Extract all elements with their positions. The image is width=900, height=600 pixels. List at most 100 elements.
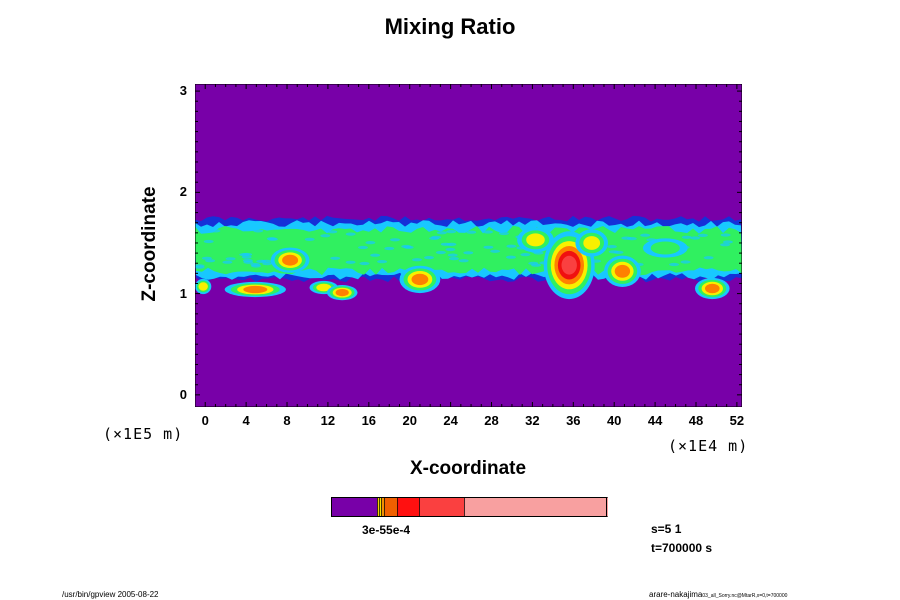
x-tick-label: 40 bbox=[606, 413, 622, 428]
layer-speck bbox=[697, 233, 708, 237]
chart-title: Mixing Ratio bbox=[384, 14, 516, 39]
convective-cell-0 bbox=[282, 254, 299, 266]
layer-speck bbox=[222, 260, 233, 264]
layer-speck bbox=[680, 260, 691, 264]
convective-cell-6 bbox=[526, 233, 545, 247]
layer-speck bbox=[447, 253, 458, 257]
layer-speck bbox=[239, 253, 250, 257]
layer-speck bbox=[621, 236, 632, 240]
convective-cell-9 bbox=[614, 264, 631, 278]
layer-speck bbox=[506, 255, 516, 259]
x-tick-label: 0 bbox=[201, 413, 209, 428]
layer-speck bbox=[483, 245, 494, 249]
x-axis-label: X-coordinate bbox=[409, 458, 527, 479]
layer-speck bbox=[429, 236, 440, 240]
layer-speck bbox=[253, 229, 264, 233]
y-tick-label: 3 bbox=[179, 83, 187, 99]
layer-speck bbox=[720, 243, 731, 247]
convective-cell-2 bbox=[316, 283, 332, 292]
footer-right-name: arare-nakajima bbox=[649, 590, 703, 599]
layer-speck bbox=[401, 244, 412, 249]
layer-speck bbox=[266, 237, 277, 241]
layer-speck bbox=[358, 245, 368, 250]
x-tick-label: 28 bbox=[484, 413, 499, 428]
x-tick-label: 48 bbox=[688, 413, 704, 428]
colorbar-cell bbox=[464, 497, 608, 517]
y-axis-label: Z-coordinate bbox=[139, 186, 160, 302]
x-tick-label: 16 bbox=[361, 413, 377, 428]
layer-speck bbox=[327, 230, 338, 234]
layer-speck bbox=[210, 229, 221, 233]
y-unit-label: (×1E5 m) bbox=[103, 425, 184, 443]
x-tick-label: 32 bbox=[525, 413, 540, 428]
layer-speck bbox=[446, 230, 457, 234]
x-tick-label: 24 bbox=[443, 413, 458, 428]
layer-speck bbox=[613, 250, 624, 254]
layer-speck bbox=[690, 236, 701, 240]
convective-cell-5 bbox=[411, 273, 429, 286]
layer-speck bbox=[490, 249, 501, 253]
layer-speck bbox=[640, 233, 651, 237]
convective-cell-10 bbox=[705, 283, 720, 294]
layer-speck bbox=[506, 244, 517, 248]
convective-cell-3 bbox=[335, 289, 349, 297]
convective-cell-1 bbox=[243, 285, 268, 294]
layer-speck bbox=[377, 260, 388, 264]
info-t: t=700000 s bbox=[651, 541, 713, 555]
colorbar-cell bbox=[331, 497, 378, 517]
layer-speck bbox=[384, 246, 395, 251]
layer-speck bbox=[345, 260, 356, 264]
convective-cell-7 bbox=[561, 255, 577, 275]
convective-cell-4 bbox=[198, 282, 208, 291]
layer-speck bbox=[703, 256, 714, 260]
layer-speck bbox=[304, 237, 315, 241]
convective-cell-11 bbox=[650, 241, 680, 255]
layer-speck bbox=[446, 242, 457, 246]
layer-speck bbox=[359, 261, 370, 266]
layer-speck bbox=[225, 257, 236, 261]
layer-speck bbox=[445, 247, 456, 252]
footer-right: arare-nakajima03_all_Sorry.nc@MtarR,x=0,… bbox=[649, 590, 787, 599]
layer-speck bbox=[203, 239, 214, 244]
x-tick-label: 20 bbox=[402, 413, 417, 428]
colorbar bbox=[331, 497, 608, 517]
heatmap-plot bbox=[195, 84, 742, 407]
layer-speck bbox=[365, 241, 376, 245]
layer-speck bbox=[722, 240, 733, 244]
y-tick-label: 2 bbox=[179, 184, 187, 200]
layer-speck bbox=[669, 262, 680, 267]
x-tick-label: 4 bbox=[242, 413, 250, 428]
colorbar-cell bbox=[381, 497, 385, 517]
layer-speck bbox=[390, 238, 400, 242]
x-tick-label: 12 bbox=[320, 413, 336, 428]
footer-left: /usr/bin/gpview 2005-08-22 bbox=[62, 590, 159, 599]
layer-speck bbox=[720, 233, 731, 237]
layer-speck bbox=[195, 264, 205, 268]
layer-speck bbox=[205, 259, 216, 263]
layer-speck bbox=[458, 259, 469, 263]
layer-speck bbox=[424, 256, 434, 260]
convective-cell-8 bbox=[583, 236, 601, 250]
layer-speck bbox=[448, 257, 459, 261]
layer-speck bbox=[412, 258, 422, 262]
layer-speck bbox=[256, 259, 267, 263]
layer-speck bbox=[531, 263, 542, 267]
x-unit-label: (×1E4 m) bbox=[668, 437, 749, 455]
y-tick-label: 0 bbox=[179, 386, 187, 402]
x-tick-label: 52 bbox=[729, 413, 745, 428]
colorbar-cell bbox=[419, 497, 465, 517]
colorbar-label: 3e-55e-4 bbox=[362, 523, 411, 537]
layer-speck bbox=[330, 256, 341, 260]
layer-speck bbox=[483, 230, 493, 234]
x-tick-label: 8 bbox=[283, 413, 291, 428]
layer-speck bbox=[681, 235, 692, 239]
colorbar-cell bbox=[384, 497, 398, 517]
layer-speck bbox=[243, 260, 254, 264]
layer-speck bbox=[606, 245, 617, 249]
x-tick-label: 44 bbox=[647, 413, 663, 428]
layer-speck bbox=[320, 234, 331, 238]
layer-speck bbox=[498, 231, 509, 236]
info-s: s=5 1 bbox=[651, 522, 682, 536]
layer-speck bbox=[520, 253, 531, 257]
colorbar-cell bbox=[397, 497, 420, 517]
